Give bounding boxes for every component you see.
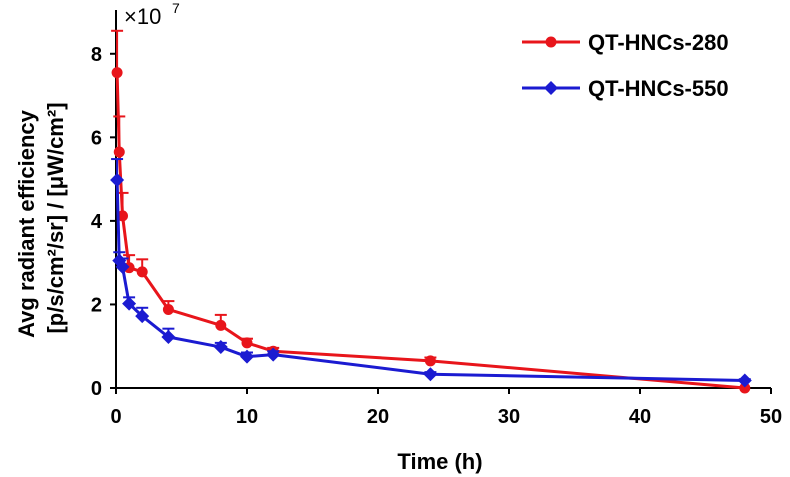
series-1 (110, 158, 752, 388)
y-axis-title: Avg radiant efficiency [p/s/cm²/sr] / [μ… (14, 102, 68, 337)
legend-marker-0 (545, 36, 557, 48)
point-0-5 (162, 303, 174, 315)
legend-label-0: QT-HNCs-280 (588, 30, 729, 55)
series-line-1 (115, 179, 745, 382)
point-0-0 (111, 67, 123, 79)
point-0-7 (241, 337, 253, 349)
legend-marker-1 (544, 81, 558, 95)
point-1-9 (423, 367, 438, 382)
point-1-4 (135, 309, 150, 324)
x-tick-label-5: 50 (760, 406, 782, 428)
y-tick-label-1: 2 (91, 294, 102, 316)
point-0-9 (424, 355, 436, 367)
point-1-2 (115, 259, 130, 274)
point-1-0 (110, 172, 125, 187)
y-tick-label-4: 8 (91, 44, 102, 66)
y-axis-title-line2: [p/s/cm²/sr] / [μW/cm²] (43, 102, 68, 333)
x-tick-label-1: 10 (236, 406, 258, 428)
y-multiplier-exponent: 7 (172, 0, 180, 16)
y-tick-label-0: 0 (91, 378, 102, 400)
point-1-8 (266, 347, 281, 362)
x-tick-label-2: 20 (367, 406, 389, 428)
point-1-7 (240, 349, 254, 364)
legend: QT-HNCs-280 QT-HNCs-550 (522, 30, 729, 101)
point-0-2 (117, 210, 129, 222)
point-1-6 (213, 340, 228, 355)
x-tick-label-0: 0 (110, 406, 121, 428)
y-multiplier: ×10 7 (124, 0, 180, 29)
y-multiplier-base: ×10 (124, 4, 161, 29)
y-tick-label-2: 4 (91, 211, 103, 233)
point-0-1 (113, 146, 125, 158)
x-axis-title: Time (h) (397, 449, 482, 474)
point-0-4 (136, 266, 148, 278)
point-0-6 (215, 319, 227, 331)
y-tick-label-3: 6 (91, 127, 102, 149)
point-1-5 (161, 330, 176, 345)
ticks: 0 10 20 30 40 50 0 2 4 6 8 (91, 44, 782, 428)
series-0 (111, 29, 751, 394)
legend-label-1: QT-HNCs-550 (588, 76, 729, 101)
legend-item-0: QT-HNCs-280 (522, 30, 729, 55)
point-0-10 (739, 382, 751, 394)
series-line-0 (115, 72, 745, 390)
x-tick-label-4: 40 (629, 406, 651, 428)
point-1-3 (122, 296, 137, 311)
x-tick-label-3: 30 (498, 406, 520, 428)
point-1-10 (737, 373, 752, 388)
axes (115, 10, 771, 389)
y-axis-title-line1: Avg radiant efficiency (14, 109, 39, 338)
legend-item-1: QT-HNCs-550 (522, 76, 729, 101)
series-layer (110, 29, 752, 394)
